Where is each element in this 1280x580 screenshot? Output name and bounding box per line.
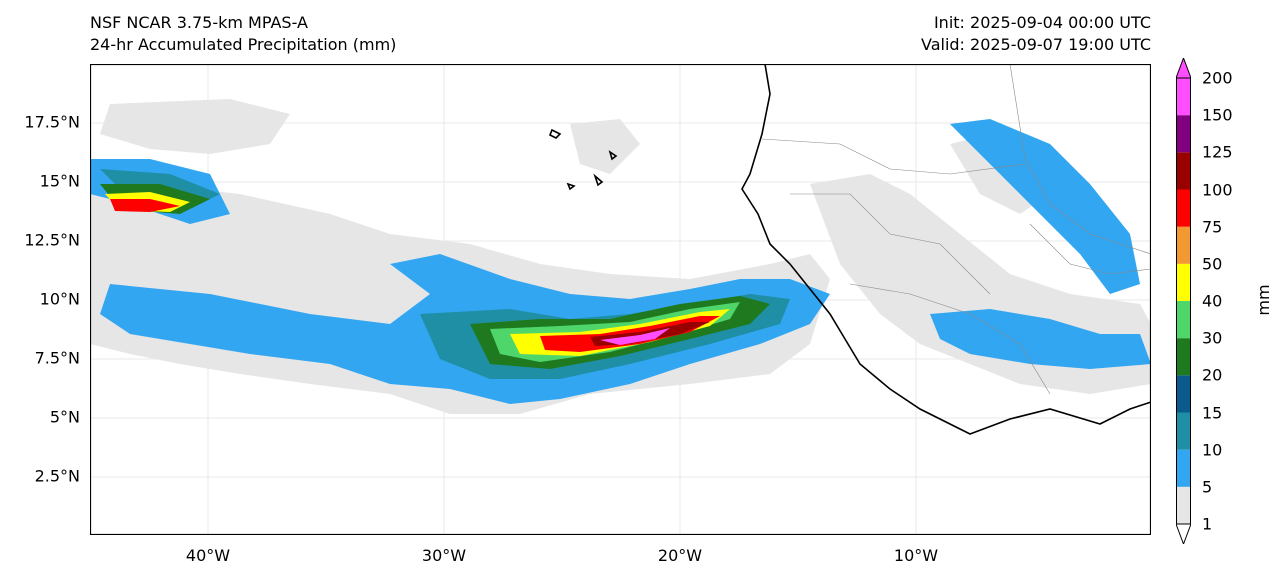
model-name: NSF NCAR 3.75-km MPAS-A	[90, 13, 308, 32]
colorbar-tick-label: 125	[1202, 142, 1233, 162]
lat-label: 10°N	[39, 289, 80, 309]
colorbar-tick-label: 40	[1202, 291, 1223, 311]
init-time: Init: 2025-09-04 00:00 UTC	[933, 13, 1151, 32]
colorbar-tick-label: 30	[1202, 328, 1223, 348]
colorbar-tick-label: 50	[1202, 254, 1223, 274]
colorbar-tick-label: 5	[1202, 477, 1213, 497]
colorbar-extend-max	[1176, 58, 1191, 79]
lat-label: 15°N	[39, 171, 80, 191]
map-canvas	[90, 64, 1151, 535]
colorbar-tick-label: 20	[1202, 365, 1223, 385]
colorbar-bin	[1176, 301, 1191, 339]
lon-label: 40°W	[185, 546, 231, 565]
valid-time: Valid: 2025-09-07 19:00 UTC	[920, 35, 1151, 54]
colorbar-extend-min	[1176, 523, 1191, 544]
colorbar-bin	[1176, 152, 1191, 190]
lat-label: 5°N	[49, 407, 80, 427]
colorbar-bin	[1176, 263, 1191, 301]
colorbar-tick-label: 15	[1202, 403, 1223, 422]
lon-label: 30°W	[421, 546, 467, 565]
colorbar-tick-label: 100	[1202, 180, 1233, 199]
colorbar-bin	[1176, 115, 1191, 153]
colorbar-unit: mm	[1254, 284, 1274, 316]
country-borders	[761, 64, 1151, 395]
precipitation-map	[90, 64, 1151, 535]
lat-label: 17.5°N	[24, 112, 80, 132]
colorbar	[1176, 58, 1191, 544]
colorbar-bin	[1176, 189, 1191, 227]
colorbar-bin	[1176, 449, 1191, 487]
lat-label: 12.5°N	[24, 230, 80, 250]
precip-150mm	[600, 328, 670, 345]
time-info: Init: 2025-09-04 00:00 UTC Valid: 2025-0…	[921, 12, 1151, 56]
lat-label: 7.5°N	[34, 348, 80, 368]
lon-label: 20°W	[657, 546, 703, 565]
lat-label: 2.5°N	[34, 466, 80, 486]
colorbar-bin	[1176, 226, 1191, 264]
colorbar-tick-label: 150	[1202, 105, 1233, 125]
colorbar-bin	[1176, 375, 1191, 413]
colorbar-tick-label: 75	[1202, 217, 1223, 237]
colorbar-bin	[1176, 486, 1191, 524]
colorbar-tick-label: 10	[1202, 440, 1223, 460]
colorbar-bin	[1176, 78, 1191, 116]
map-title: NSF NCAR 3.75-km MPAS-A 24-hr Accumulate…	[90, 12, 396, 56]
colorbar-tick-label: 1	[1202, 514, 1213, 534]
lon-label: 10°W	[893, 546, 939, 565]
field-name: 24-hr Accumulated Precipitation (mm)	[90, 35, 397, 54]
colorbar-bin	[1176, 412, 1191, 450]
colorbar-bin	[1176, 338, 1191, 376]
coastline	[548, 64, 1151, 435]
colorbar-tick-label: 200	[1202, 68, 1233, 88]
